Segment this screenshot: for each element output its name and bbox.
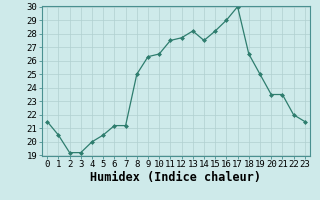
X-axis label: Humidex (Indice chaleur): Humidex (Indice chaleur) <box>91 171 261 184</box>
